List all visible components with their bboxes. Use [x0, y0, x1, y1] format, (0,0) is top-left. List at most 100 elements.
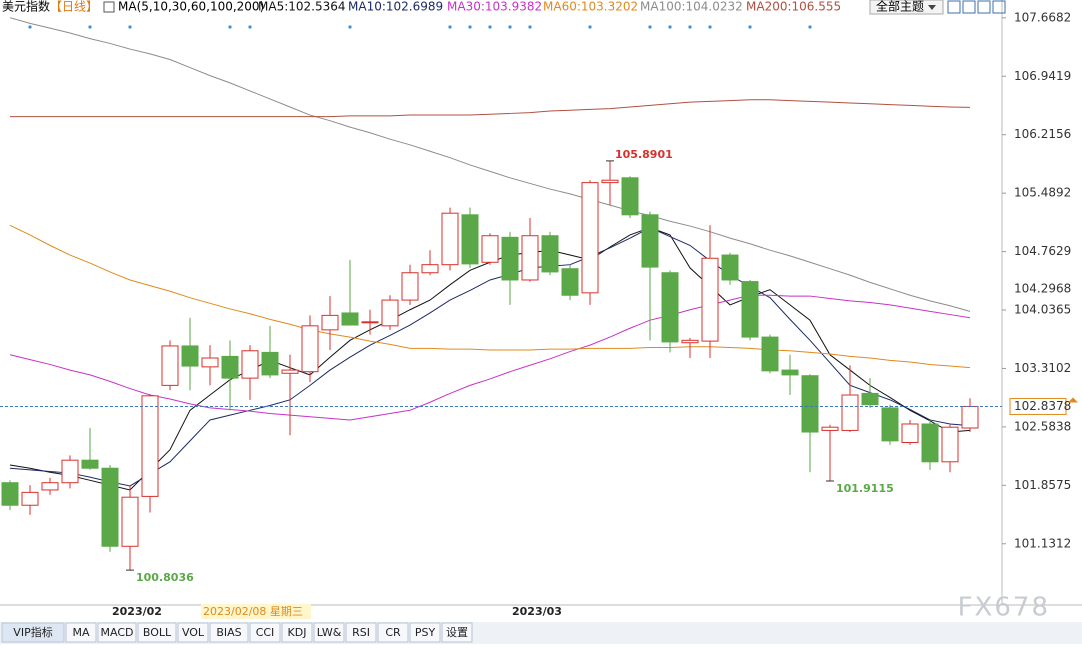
tab-label[interactable]: VOL	[182, 626, 205, 639]
low-label: 100.8036	[136, 571, 194, 584]
candle-body	[561, 268, 579, 296]
tab[interactable]	[409, 622, 441, 643]
period[interactable]: 【日线】	[50, 0, 98, 14]
ma-tag-box	[1010, 281, 1068, 298]
tab[interactable]	[97, 622, 137, 643]
last-price-label: 102.8378	[1014, 399, 1071, 413]
candle-body	[61, 459, 79, 484]
ma-line	[9, 17, 971, 312]
y-tick-label: 107.6682	[1014, 10, 1071, 24]
candle-body	[961, 405, 979, 429]
tab-label[interactable]: LW&	[317, 626, 342, 639]
instrument: 美元指数	[2, 0, 50, 14]
tab-label[interactable]: MA	[72, 626, 89, 639]
candle-body	[641, 214, 659, 268]
low-label: 101.9115	[836, 482, 894, 495]
tab[interactable]	[377, 622, 409, 643]
tab[interactable]	[209, 622, 249, 643]
candle-body	[241, 350, 259, 379]
legend-entry: MA5:102.5364	[258, 0, 346, 14]
x-date-label: 2023/03	[512, 605, 562, 618]
tab-label[interactable]: VIP指标	[13, 625, 52, 639]
tab[interactable]	[281, 622, 313, 643]
legend-entry: MA10:102.6989	[348, 0, 443, 14]
y-tick-label: 105.4892	[1014, 186, 1071, 200]
candle-body	[221, 355, 239, 379]
candle-body	[321, 314, 339, 331]
candle-body	[521, 235, 539, 281]
tab[interactable]	[441, 622, 473, 643]
theme-button-label: 全部主题	[876, 0, 924, 14]
tab[interactable]	[65, 622, 97, 643]
candle-body	[41, 482, 59, 491]
x-date-label: 2023/02	[112, 605, 162, 618]
candle-body	[161, 345, 179, 386]
candle-body	[941, 426, 959, 463]
candle-body	[181, 345, 199, 367]
toolbar-icons[interactable]	[947, 0, 1006, 14]
candle-body	[261, 351, 279, 376]
tab-label[interactable]: CR	[385, 626, 401, 639]
x-date-label: 2023/02/08 星期三	[203, 605, 303, 618]
candle-body	[281, 369, 299, 374]
y-tick-label: 101.8575	[1014, 478, 1071, 492]
candle-body	[861, 392, 879, 406]
candle-body	[921, 423, 939, 463]
tab-label[interactable]: PSY	[415, 626, 436, 639]
candle-body	[101, 467, 119, 547]
candle-body	[721, 254, 739, 281]
y-tick-label: 102.5838	[1014, 419, 1071, 433]
candle-body	[621, 177, 639, 216]
tab-label[interactable]: RSI	[352, 626, 370, 639]
high-label: 105.8901	[615, 148, 673, 161]
candle-body	[301, 325, 319, 373]
candle-body	[461, 214, 479, 265]
theme-button[interactable]	[869, 0, 944, 15]
candle-body	[601, 179, 619, 184]
candle-body	[841, 394, 859, 431]
candle-body	[801, 375, 819, 433]
legend-entry: MA100:104.0232	[640, 0, 743, 14]
last-price-arrow	[1068, 397, 1078, 403]
candle-body	[781, 369, 799, 376]
tab[interactable]	[177, 622, 209, 643]
y-tick-label: 106.2156	[1014, 127, 1071, 141]
tab-label[interactable]: BOLL	[143, 626, 172, 639]
tab[interactable]	[249, 622, 281, 643]
candle-body	[701, 257, 719, 342]
candle-body	[21, 491, 39, 506]
tab[interactable]	[137, 622, 177, 643]
tab-label[interactable]: KDJ	[288, 626, 307, 639]
tab[interactable]	[313, 622, 345, 643]
tab-label[interactable]: MACD	[101, 626, 134, 639]
ma-line	[9, 224, 971, 369]
tab-label[interactable]: CCI	[256, 626, 275, 639]
ma-toggle-icon[interactable]	[103, 1, 115, 13]
crosshair-date-box	[201, 604, 311, 619]
y-tick-label: 101.1312	[1014, 536, 1071, 550]
candle-body	[541, 235, 559, 273]
candle-body	[881, 407, 899, 442]
candle-body	[1, 482, 19, 506]
candle-body	[381, 299, 399, 327]
y-tick-label: 104.0365	[1014, 303, 1071, 317]
tab-label[interactable]: 设置	[446, 626, 468, 639]
ma-line	[9, 294, 971, 421]
legend-entry: MA60:103.3202	[543, 0, 638, 14]
ma-line	[10, 99, 971, 118]
candle-body	[141, 395, 159, 497]
tab-label[interactable]: BIAS	[216, 626, 241, 639]
candle-body	[421, 264, 439, 274]
candle-body	[361, 321, 379, 324]
candle-body	[201, 357, 219, 368]
candle-body	[901, 423, 919, 443]
candle-body	[761, 336, 779, 372]
dropdown-arrow	[928, 5, 936, 10]
watermark: FX678	[958, 593, 1050, 623]
tab[interactable]	[1, 622, 65, 643]
candle-body	[661, 272, 679, 343]
y-tick-label: 104.7629	[1014, 244, 1071, 258]
tab[interactable]	[345, 622, 377, 643]
